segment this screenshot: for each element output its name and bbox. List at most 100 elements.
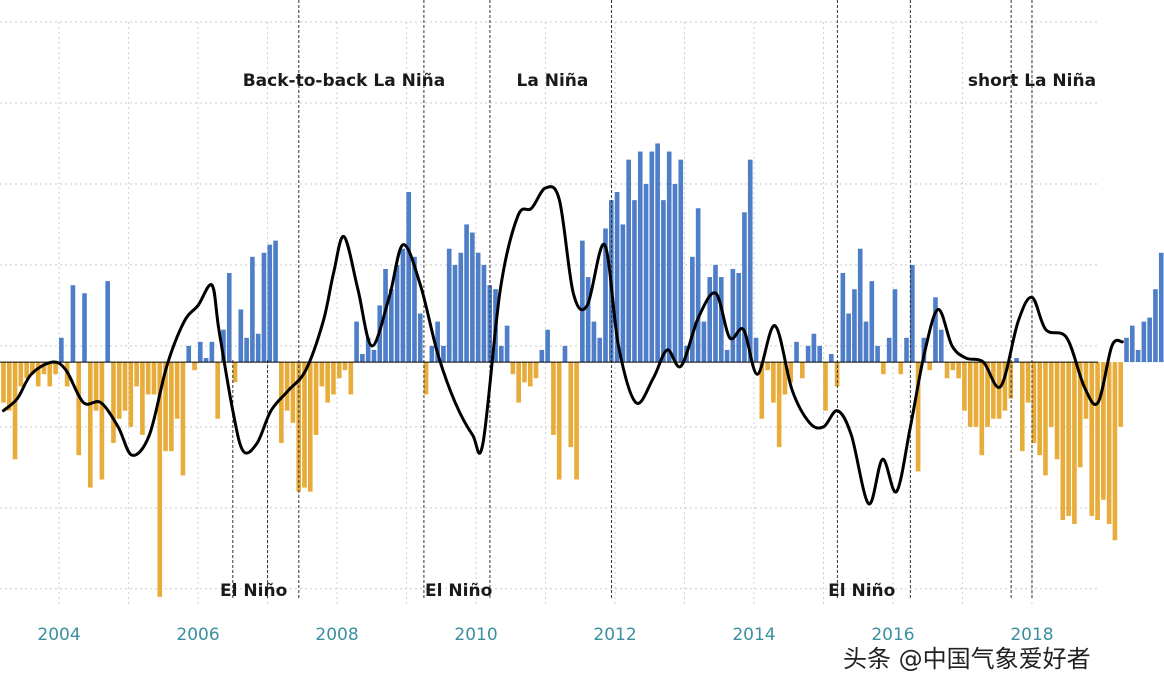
bar xyxy=(498,345,504,363)
bar xyxy=(695,208,701,363)
bar xyxy=(186,345,192,363)
bar xyxy=(886,337,892,363)
bar xyxy=(1153,289,1158,363)
bar xyxy=(1031,362,1037,444)
bar xyxy=(128,362,134,427)
bar xyxy=(244,337,249,363)
bar xyxy=(35,362,41,387)
bar xyxy=(221,329,226,363)
bar xyxy=(1106,362,1112,525)
bar xyxy=(620,224,626,363)
bar xyxy=(632,200,637,363)
bar xyxy=(302,362,307,488)
x-tick-label: 2016 xyxy=(871,625,914,645)
bar xyxy=(759,362,765,419)
bar xyxy=(481,264,487,363)
bar xyxy=(1066,362,1071,516)
bar xyxy=(180,362,186,476)
bar xyxy=(881,362,886,375)
bar xyxy=(313,362,319,435)
bar xyxy=(950,362,956,371)
bar xyxy=(145,362,151,395)
bar xyxy=(591,321,597,363)
bar xyxy=(279,362,284,444)
bar xyxy=(12,362,18,460)
bar xyxy=(93,362,99,411)
bar xyxy=(1025,362,1031,403)
bar xyxy=(41,362,47,375)
bar xyxy=(713,264,718,363)
bar xyxy=(1089,362,1095,516)
bar xyxy=(533,362,539,379)
bar xyxy=(962,362,967,411)
bar xyxy=(267,244,273,363)
bar xyxy=(927,362,933,371)
bar xyxy=(892,289,898,363)
bar xyxy=(82,293,87,363)
bar xyxy=(788,362,794,383)
bar xyxy=(348,362,354,395)
bar xyxy=(1060,362,1066,520)
bar xyxy=(429,345,435,363)
bar xyxy=(718,277,724,363)
bar xyxy=(1014,358,1019,363)
bar xyxy=(273,240,278,363)
bar xyxy=(562,345,568,363)
bar xyxy=(1019,362,1025,452)
x-tick-label: 2018 xyxy=(1010,625,1053,645)
bar xyxy=(846,313,851,363)
bar xyxy=(441,345,446,363)
bar xyxy=(307,362,313,492)
bar xyxy=(973,362,979,427)
bar xyxy=(209,341,215,363)
bar xyxy=(661,200,666,363)
bar xyxy=(938,329,944,363)
bar xyxy=(342,362,348,371)
bar xyxy=(910,264,915,363)
bar xyxy=(475,252,481,363)
bar xyxy=(875,345,880,363)
bar xyxy=(985,362,990,427)
bar xyxy=(76,362,82,456)
bar xyxy=(1112,362,1118,541)
bar xyxy=(371,349,377,363)
bar xyxy=(527,362,533,387)
bar xyxy=(666,151,672,363)
bar xyxy=(736,273,741,363)
bar xyxy=(817,345,823,363)
bar xyxy=(597,337,603,363)
bar xyxy=(105,281,110,363)
bar xyxy=(331,362,336,395)
bar xyxy=(446,248,452,363)
bar xyxy=(412,256,417,363)
bar xyxy=(637,151,643,363)
bar xyxy=(956,362,961,379)
annotation-label: El Niño xyxy=(220,581,287,601)
bar xyxy=(1141,321,1147,363)
bar xyxy=(30,362,35,375)
x-tick-label: 2012 xyxy=(593,625,636,645)
bar xyxy=(545,329,550,363)
x-tick-label: 2004 xyxy=(37,625,80,645)
bar xyxy=(1147,317,1152,363)
bar xyxy=(290,362,296,423)
bar xyxy=(690,256,695,363)
bar xyxy=(215,362,220,419)
bar xyxy=(354,321,359,363)
bar xyxy=(435,321,440,363)
bar xyxy=(863,321,869,363)
x-tick-labels: 2004 2006 2008 2010 2012 2014 2016 2018 xyxy=(37,625,1053,645)
bar xyxy=(840,273,846,363)
bar xyxy=(394,264,400,363)
bar xyxy=(157,362,163,597)
bar xyxy=(53,362,58,375)
bar xyxy=(423,362,429,395)
bar xyxy=(47,362,53,387)
bar xyxy=(991,362,996,419)
bar xyxy=(365,337,371,363)
bar xyxy=(898,362,904,375)
bar xyxy=(197,341,203,363)
bar xyxy=(967,362,973,427)
bar xyxy=(487,285,493,363)
bar xyxy=(134,362,139,387)
